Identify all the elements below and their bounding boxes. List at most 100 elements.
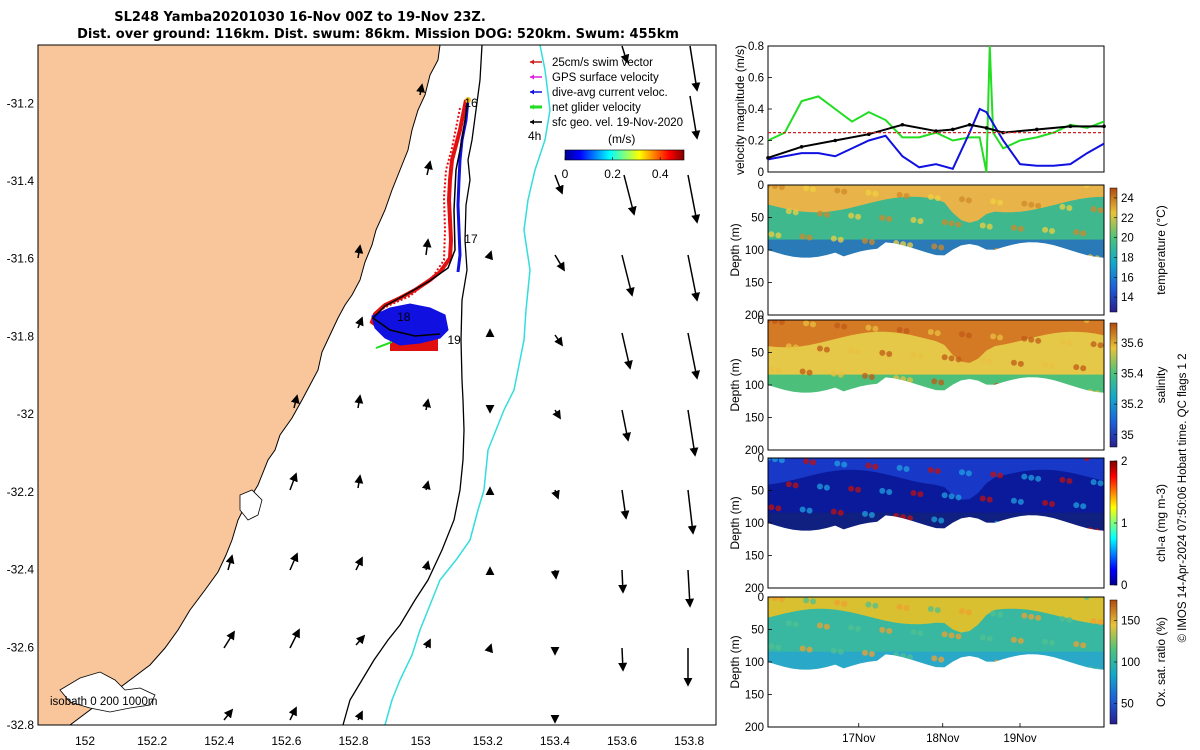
colorbar-label: temperature (°C) — [1154, 205, 1168, 295]
section-sample — [938, 244, 945, 251]
section-sample — [799, 368, 806, 375]
section-y-tick: 200 — [745, 445, 764, 457]
map-x-tick-label: 152.8 — [338, 734, 368, 748]
speed-colorbar-ticks: 0 0.2 0.4 — [562, 157, 669, 181]
figure-title-line2: Dist. over ground: 116km. Dist. swum: 86… — [77, 27, 679, 42]
section-sample — [792, 621, 799, 628]
map-legend: 25cm/s swim vector GPS surface velocity di… — [530, 57, 683, 129]
section-sample — [1066, 617, 1073, 624]
velocity-y-tick-labels: 0 0.2 0.4 0.6 0.8 — [748, 41, 772, 179]
section-sample — [1010, 636, 1017, 643]
section-sample — [768, 231, 775, 238]
day-label: 17 — [464, 232, 478, 246]
section-y-tick: 100 — [745, 518, 764, 530]
section-sample — [1021, 200, 1028, 207]
section-y-tick: 100 — [745, 380, 764, 392]
section-sample — [917, 630, 924, 637]
map-y-tick-label: -32.4 — [7, 563, 35, 577]
section-sample — [830, 647, 837, 654]
section-sample — [1080, 365, 1087, 372]
section-sample — [1073, 364, 1080, 371]
section-sample — [775, 505, 782, 512]
section-sample — [768, 320, 771, 323]
section-y-tick: 0 — [758, 180, 764, 192]
section-sample — [1080, 230, 1087, 237]
lake-inlet — [59, 671, 156, 713]
section-sample — [768, 597, 771, 600]
section-ylabel: Depth (m) — [728, 635, 742, 688]
speed-colorbar-title: (m/s) — [608, 132, 635, 146]
section-sample — [792, 482, 799, 489]
velocity-y-tick: 0.4 — [748, 104, 765, 116]
section-y-tick: 50 — [751, 348, 764, 360]
legend-label: sfc geo. vel. 19-Nov-2020 — [552, 117, 683, 129]
section-sample — [806, 369, 813, 376]
day-label: 19 — [447, 333, 461, 347]
glider-net-track — [371, 99, 469, 337]
section-sample — [927, 329, 934, 336]
section-sample — [979, 495, 986, 502]
isobath-label: isobath 0 200 1000m — [50, 696, 157, 708]
section-sample — [1083, 597, 1090, 600]
section-y-tick: 50 — [751, 486, 764, 498]
section-sample — [917, 353, 924, 360]
section-sample — [778, 458, 785, 464]
section-sample — [865, 462, 872, 469]
section-sample — [917, 218, 924, 225]
section-sample — [896, 603, 903, 610]
section-sample — [816, 483, 823, 490]
section-sample — [879, 214, 886, 221]
section-sample — [910, 352, 917, 359]
section-sample — [1049, 228, 1056, 235]
section-sample — [1035, 475, 1042, 482]
sfc-geo-point — [1068, 124, 1073, 129]
section-y-tick: 200 — [745, 583, 764, 595]
section-sample — [848, 347, 855, 354]
section-sample — [1010, 359, 1017, 366]
section-ylabel: Depth (m) — [728, 223, 742, 276]
section-sample — [948, 632, 955, 639]
map-y-tick-label: -31.2 — [7, 96, 35, 110]
legend-arrowhead — [530, 74, 534, 80]
section-sample — [1042, 499, 1049, 506]
section-y-tick: 50 — [751, 213, 764, 225]
section-sample — [910, 217, 917, 224]
section-y-tick: 0 — [758, 592, 764, 604]
section-sample — [927, 606, 934, 613]
colorbar-tick: 16 — [1121, 272, 1134, 284]
section-sample — [879, 349, 886, 356]
section-sample — [1090, 341, 1097, 348]
section-sample — [1042, 226, 1049, 233]
section-sample — [903, 465, 910, 472]
section-sample — [861, 510, 868, 517]
section-sample — [830, 235, 837, 242]
map-x-tick-label: 153.6 — [607, 734, 637, 748]
section-sample — [771, 458, 778, 463]
section-sample — [1097, 342, 1104, 349]
section-sample — [778, 185, 785, 191]
velocity-panel: 0 0.2 0.4 0.6 0.8 velocity magnitude (m/s) — [733, 41, 1106, 179]
section-sample — [865, 324, 872, 331]
section-sample — [799, 506, 806, 513]
section-sample — [803, 597, 810, 604]
section-sample — [1042, 361, 1049, 368]
section-sample — [775, 232, 782, 239]
section-sample — [837, 371, 844, 378]
section-panel: 0 50 100 150 200 Depth (m) 35 35.2 35.4 35.6 salin… — [728, 315, 1168, 457]
section-sample — [1059, 338, 1066, 345]
section-sample — [990, 471, 997, 478]
section-sample — [955, 494, 962, 501]
section-sample — [997, 611, 1004, 618]
section-sample — [775, 367, 782, 374]
section-sample — [955, 633, 962, 640]
section-sample — [986, 358, 993, 365]
section-sample — [986, 496, 993, 503]
section-sample — [792, 344, 799, 351]
track-start-marker — [465, 97, 471, 103]
section-upper-band — [768, 320, 1104, 363]
section-sample — [778, 320, 785, 326]
section-sample — [810, 459, 817, 466]
map-y-tick-label: -32.6 — [7, 640, 35, 654]
section-sample — [1066, 205, 1073, 212]
section-sample — [979, 634, 986, 641]
